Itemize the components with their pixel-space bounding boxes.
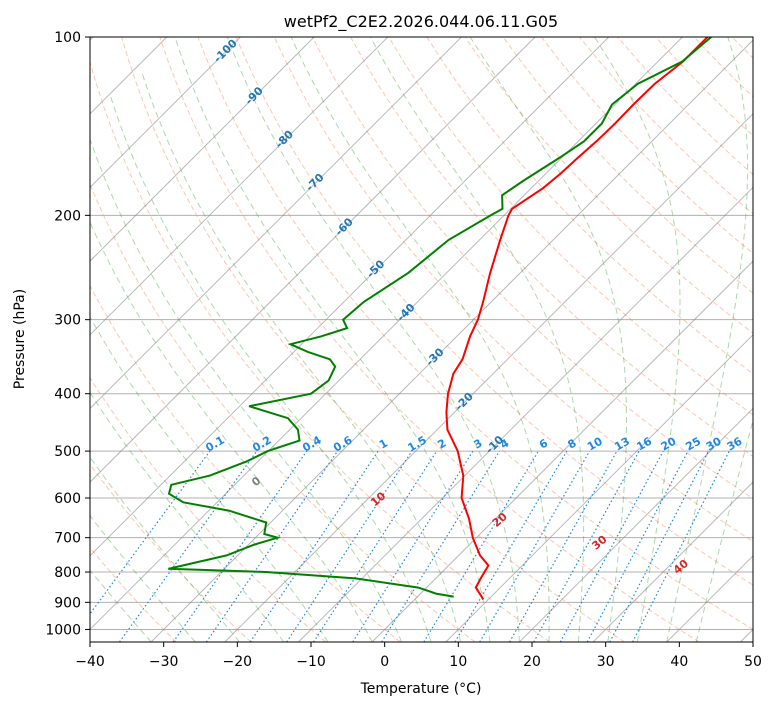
x-tick-label: −10 (296, 654, 326, 670)
dry-adiabat (235, 37, 753, 586)
y-tick-label: 300 (54, 313, 81, 329)
isotherm (90, 37, 389, 336)
y-tick-label: 600 (54, 491, 81, 507)
moist-adiabat (469, 37, 627, 642)
mixing-ratio-line (313, 450, 438, 642)
y-tick-label: 800 (54, 565, 81, 581)
moist-adiabats (90, 37, 753, 642)
isotherm (519, 407, 753, 642)
y-tick-label: 1000 (45, 622, 81, 638)
dry-adiabat (121, 37, 625, 642)
temperature-line (445, 37, 709, 600)
mixing-ratio-line (479, 450, 591, 642)
mixing-ratio-line (533, 450, 640, 642)
isotherm (298, 186, 753, 642)
moist-adiabat (90, 391, 285, 642)
x-tick-label: 40 (670, 654, 688, 670)
y-axis-ticks: 100 200 300 400 500 600 700 800 900 1000 (45, 30, 90, 638)
isotherm (90, 37, 683, 631)
dry-adiabat (388, 37, 753, 416)
x-axis-ticks: −40 −30 −20 −10 0 10 20 30 40 50 (75, 642, 762, 670)
dry-adiabat (159, 37, 700, 642)
isotherm (90, 37, 462, 410)
mixing-ratio-line (352, 450, 474, 642)
x-tick-label: 50 (744, 654, 762, 670)
mixing-ratio-line (423, 450, 539, 642)
mixing-ratio-line (454, 450, 568, 642)
moist-adiabat (666, 37, 749, 642)
y-tick-label: 400 (54, 387, 81, 403)
isotherms (90, 37, 753, 642)
x-axis-label: Temperature (°C) (360, 681, 482, 697)
y-axis-label: Pressure (hPa) (12, 289, 28, 389)
x-tick-label: 0 (380, 654, 389, 670)
dry-adiabat (90, 60, 551, 642)
dry-adiabat (426, 37, 753, 375)
dry-adiabat (90, 182, 476, 642)
mixing-ratio-line (559, 450, 664, 642)
moist-adiabat (226, 37, 520, 642)
mixing-ratio-line (205, 450, 339, 642)
x-tick-label: −20 (223, 654, 253, 670)
plot-area: -100-90-80-70-60-50-40-30-20-100.1 0.2 0.4… (90, 37, 753, 642)
chart-title: wetPf2_C2E2.2026.044.06.11.G05 (284, 12, 558, 32)
isotherm (150, 39, 753, 642)
moist-adiabat (290, 37, 550, 642)
moist-adiabat (109, 94, 432, 642)
dry-adiabat (197, 37, 753, 630)
y-tick-label: 500 (54, 444, 81, 460)
moist-adiabat (90, 569, 152, 642)
x-tick-label: 10 (449, 654, 467, 670)
dry-adiabat (90, 546, 177, 642)
mixing-ratio-line (172, 450, 308, 642)
x-tick-label: −40 (75, 654, 105, 670)
moist-adiabat (174, 37, 491, 642)
dry-adiabat (502, 37, 753, 294)
moist-adiabat (90, 137, 403, 642)
mixing-ratio-line (381, 450, 500, 642)
x-tick-label: 20 (523, 654, 541, 670)
moist-adiabat (695, 418, 753, 642)
isotherm (90, 37, 536, 483)
moist-adiabat (141, 72, 461, 642)
mixing-ratio-line (509, 450, 618, 642)
isotherm (445, 334, 753, 642)
y-tick-label: 900 (54, 595, 81, 611)
moist-adiabat (594, 37, 681, 642)
dewpoint-line (167, 37, 712, 598)
mixing-ratio-lines (90, 450, 730, 642)
x-tick-label: −30 (149, 654, 179, 670)
moist-adiabat (90, 220, 373, 642)
isotherm (90, 37, 315, 262)
moist-adiabat (90, 315, 329, 642)
moist-adiabat (370, 37, 585, 642)
dry-adiabat (90, 463, 252, 642)
plot-frame (89, 36, 754, 643)
y-tick-label: 100 (54, 30, 81, 46)
y-tick-label: 200 (54, 208, 81, 224)
isotherm (90, 37, 241, 189)
isotherm (592, 481, 753, 642)
y-tick-label: 700 (54, 531, 81, 547)
x-tick-label: 30 (597, 654, 615, 670)
isotherm (371, 260, 753, 642)
isotherm (224, 113, 753, 642)
